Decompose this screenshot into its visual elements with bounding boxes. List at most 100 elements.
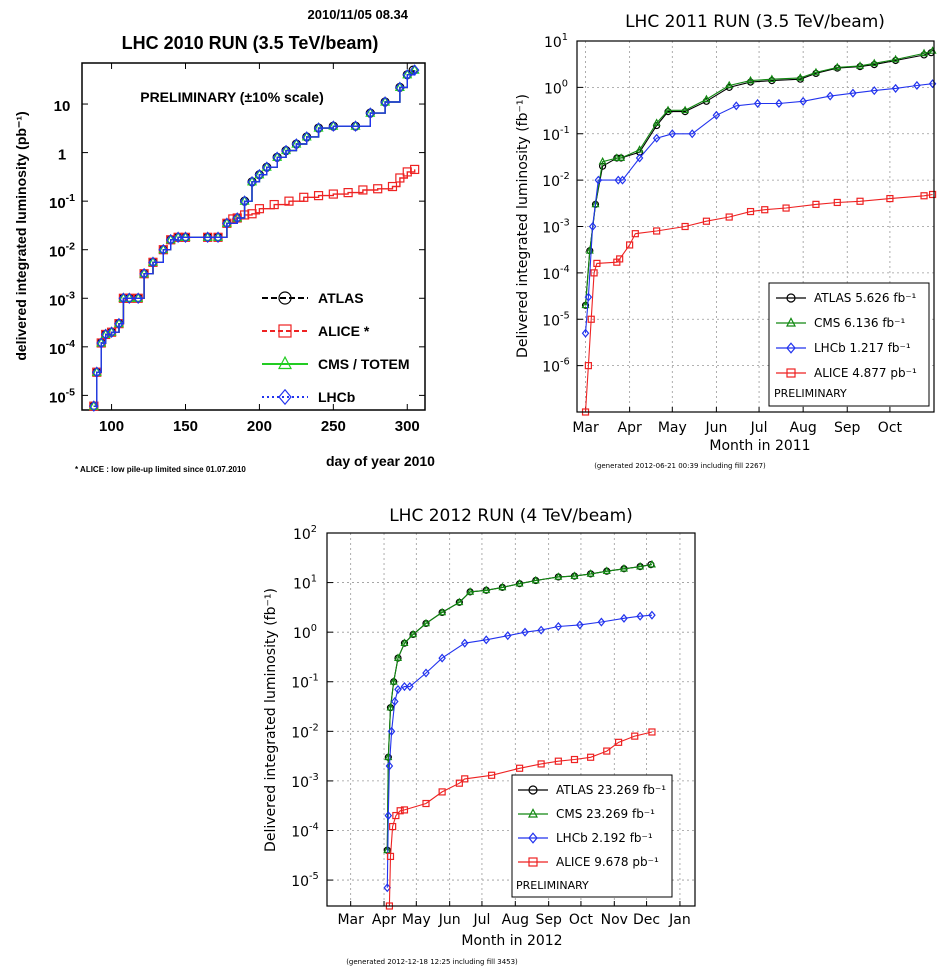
data-point-1-2-6 (635, 153, 644, 163)
data-point-1-1-20 (920, 48, 929, 57)
legend-label-2: LHCb 2.192 fb⁻¹ (556, 831, 653, 845)
y-tick-label-3: 10-2 (49, 241, 75, 261)
data-point-2-3-7 (438, 788, 446, 796)
x-axis-label: day of year 2010 (326, 453, 435, 469)
data-point-1-1-6 (635, 145, 644, 153)
x-tick-label-4: Jul (472, 912, 490, 928)
y-tick-label-1-exp: -4 (66, 338, 75, 350)
data-point-1-2-14 (799, 96, 807, 106)
series-2 (383, 610, 656, 893)
data-point-2-2-20 (648, 610, 656, 620)
data-point-2-2-3 (387, 726, 396, 736)
legend-marker-0 (528, 785, 538, 795)
y-tick-label-0: 10-5 (291, 871, 319, 890)
data-point-0-1-29 (358, 185, 368, 195)
data-point-0-2-29 (350, 120, 361, 130)
data-point-2-3-4 (396, 807, 404, 815)
y-tick-label-2: 10-4 (542, 264, 570, 283)
legend-marker-3 (786, 368, 796, 378)
y-tick-label-6: 10 (54, 98, 71, 115)
data-point-2-3-14 (570, 755, 579, 764)
data-point-0-3-33 (402, 69, 413, 81)
data-point-2-1-4 (394, 653, 403, 661)
data-point-1-1-15 (811, 67, 820, 76)
data-point-0-3-0 (89, 400, 99, 412)
y-tick-label-1-exp: -4 (309, 821, 319, 832)
data-point-2-2-18 (620, 613, 628, 623)
data-point-2-1-7 (422, 618, 430, 627)
data-point-0-3-18 (232, 212, 243, 224)
data-point-0-1-27 (328, 189, 338, 199)
y-tick-label-5: 10-1 (542, 125, 570, 144)
y-tick-label-4-exp: -2 (560, 171, 570, 182)
data-point-1-2-1 (584, 292, 593, 302)
x-tick-label-0: Mar (572, 420, 599, 436)
x-tick-label-2: 200 (247, 418, 272, 435)
data-point-1-1-5 (617, 153, 626, 161)
y-tick-label-2: 10-3 (49, 289, 75, 309)
data-point-0-3-2 (96, 337, 107, 349)
data-point-0-1-25 (299, 192, 309, 202)
y-tick-label-5-base: 1 (58, 147, 66, 164)
series-line-0 (584, 52, 932, 306)
legend-marker-2 (278, 355, 292, 370)
y-tick-label-1-exp: -5 (560, 310, 570, 321)
data-point-2-1-12 (498, 582, 507, 591)
data-point-2-2-19 (636, 611, 644, 621)
data-point-0-2-14 (180, 231, 191, 241)
legend: ATLAS ALICE * CMS / TOTEM LHCb (262, 290, 410, 406)
legend-marker-3 (528, 857, 538, 867)
legend-box (768, 282, 930, 407)
y-tick-label-1-base: 10 (49, 341, 66, 358)
data-point-2-2-0 (383, 883, 392, 893)
data-point-2-2-4 (391, 696, 399, 707)
data-point-0-3-19 (239, 195, 250, 207)
data-point-1-3-2 (587, 315, 595, 323)
data-point-0-1-31 (387, 181, 398, 192)
y-tick-label-6: 100 (544, 78, 568, 97)
legend-label-1: CMS 23.269 fb⁻¹ (556, 807, 655, 821)
y-tick-label-1-base: 10 (291, 824, 309, 840)
chart-2012: LHC 2012 RUN (4 TeV/beam) Mar Apr May Jun Jul… (263, 506, 696, 966)
y-tick-label-6: 101 (293, 574, 317, 593)
x-tick-label-4: Jul (750, 420, 768, 436)
data-point-2-3-12 (537, 760, 545, 768)
legend-label-0: ATLAS (318, 290, 364, 306)
data-point-0-2-8 (133, 292, 144, 302)
y-tick-label-7-base: 10 (293, 527, 311, 543)
data-point-2-2-14 (537, 625, 545, 635)
y-tick-label-7-base: 10 (544, 35, 562, 51)
data-point-0-3-25 (291, 138, 302, 150)
data-point-1-3-4 (593, 259, 601, 268)
y-tick-label-3: 10-3 (542, 218, 570, 237)
data-point-1-2-10 (712, 110, 721, 120)
x-tick-label-5: Aug (502, 912, 529, 928)
data-point-2-2-17 (597, 617, 606, 627)
data-point-2-3-3 (392, 811, 400, 820)
data-point-2-1-19 (619, 564, 628, 572)
data-point-0-3-23 (272, 151, 282, 164)
data-point-1-2-3 (594, 175, 603, 185)
series-line-3 (93, 70, 416, 407)
plot-frame (576, 40, 935, 413)
data-point-2-1-6 (409, 629, 418, 638)
series-1 (89, 164, 420, 411)
y-axis-label: delivered integrated luminosity (pb⁻¹) (13, 111, 29, 360)
x-axis-label: Month in 2012 (461, 933, 562, 949)
data-point-1-2-9 (688, 129, 696, 139)
plot-frame (81, 62, 426, 411)
data-point-2-3-9 (461, 775, 469, 783)
x-tick-label-8: Nov (601, 912, 628, 928)
data-point-1-3-16 (812, 200, 820, 208)
y-tick-label-3-exp: -3 (560, 218, 570, 229)
legend-marker-2 (786, 342, 796, 354)
data-point-1-1-14 (796, 73, 805, 81)
data-point-0-3-8 (133, 292, 143, 305)
y-tick-label-3-base: 10 (291, 725, 309, 741)
legend: ATLAS 5.626 fb⁻¹ CMS 6.136 fb⁻¹ LHCb 1.217… (768, 282, 930, 407)
legend-label-1: ALICE * (318, 323, 370, 339)
legend-label-0: ATLAS 5.626 fb⁻¹ (814, 291, 917, 305)
y-tick-label-0: 10-5 (49, 386, 75, 406)
data-point-1-1-12 (746, 75, 755, 84)
data-point-0-3-11 (158, 243, 169, 256)
